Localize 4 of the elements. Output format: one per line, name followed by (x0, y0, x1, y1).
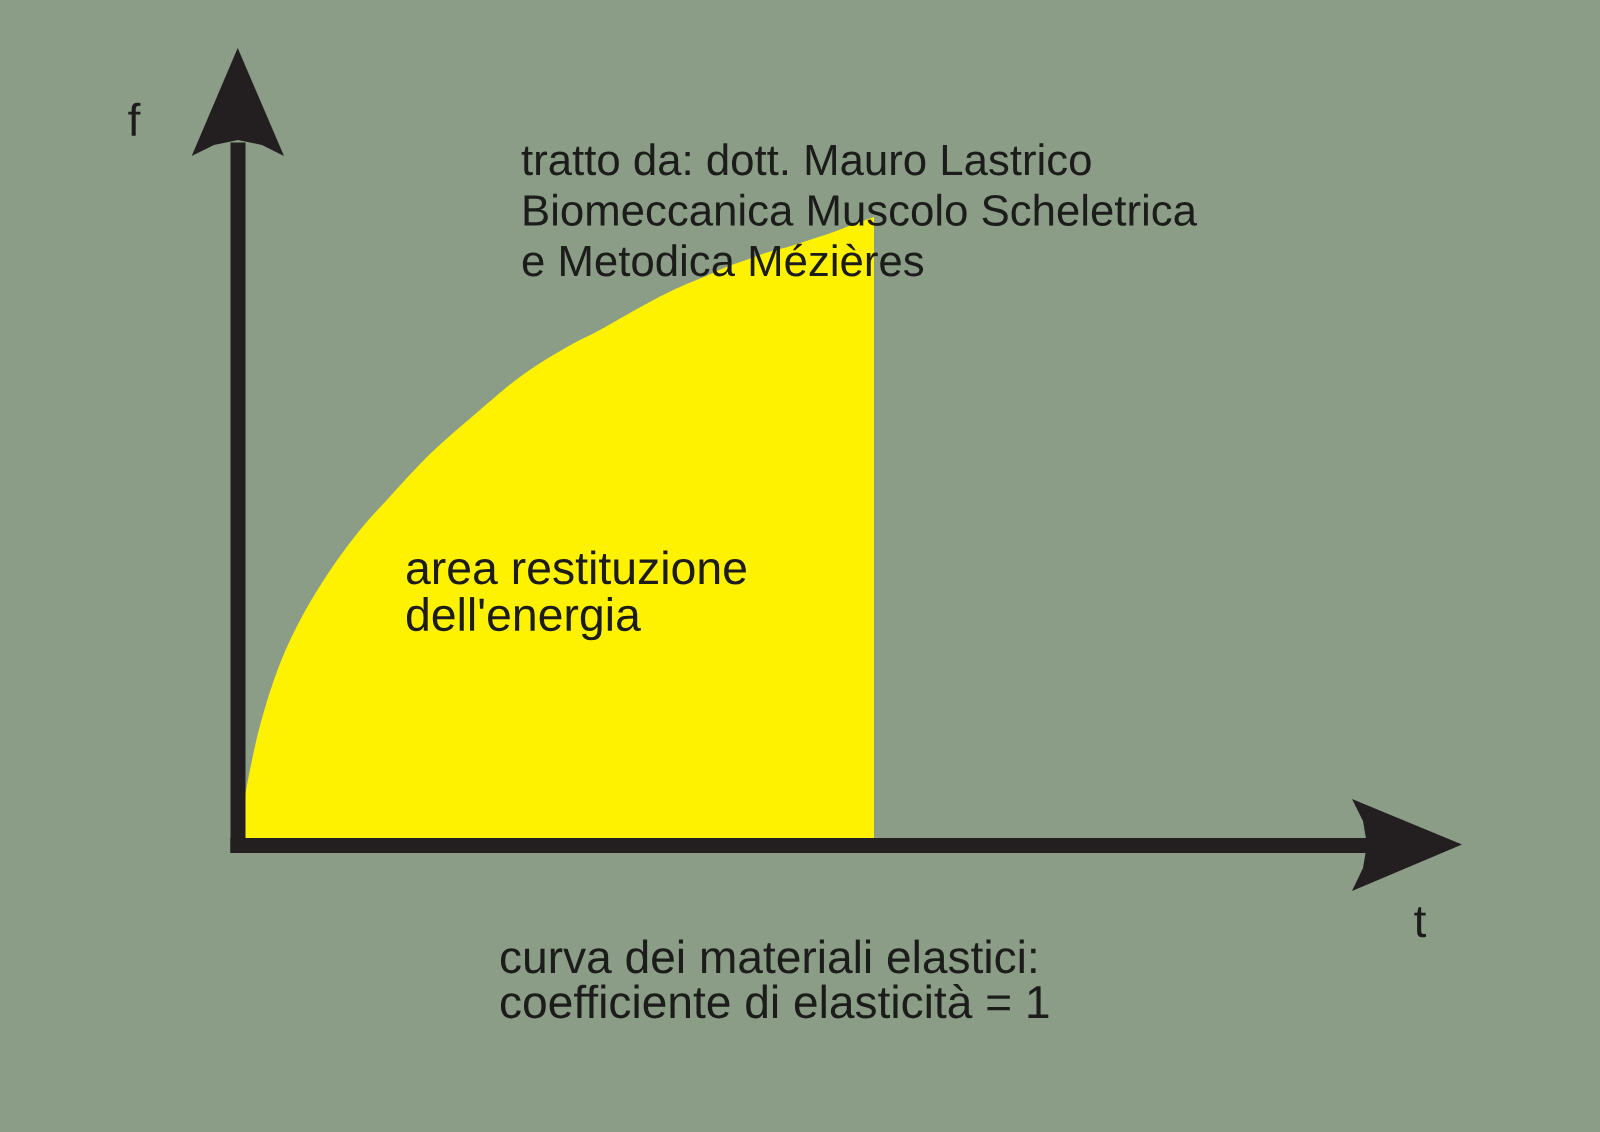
x-axis-title: t (1414, 907, 1427, 938)
annotation: area restituzione dell'energia (406, 550, 746, 641)
y-axis-title: f (128, 102, 141, 136)
text: curva dei materiali elastici: coefficiente di elasticità = 1 (500, 939, 1049, 1019)
